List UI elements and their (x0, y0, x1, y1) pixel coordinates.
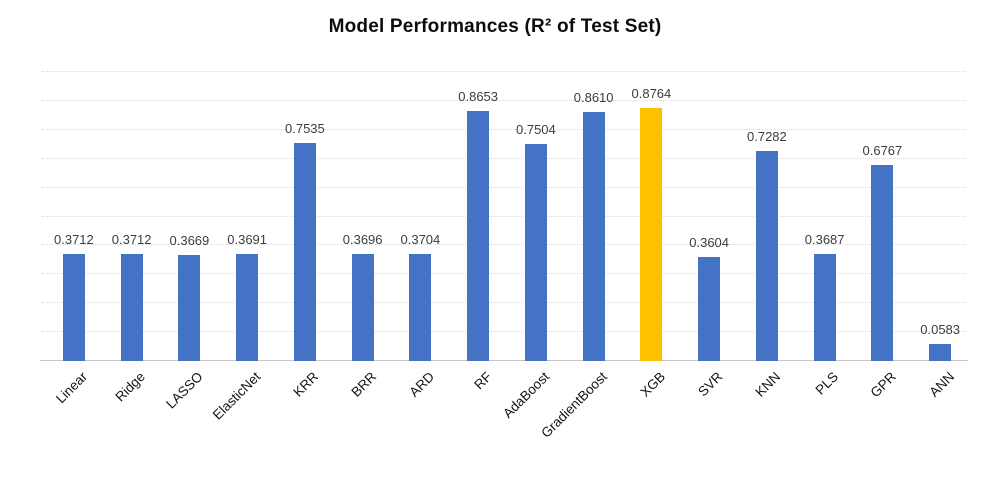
x-axis-label-xgb: XGB (637, 369, 668, 400)
bar-svr (698, 256, 721, 361)
grid-line (42, 273, 966, 275)
x-axis-label-adaboost: AdaBoost (500, 369, 553, 422)
bar-adaboost (524, 144, 547, 361)
bar-pls (813, 254, 836, 361)
grid-line (42, 302, 966, 304)
bar-knn (755, 150, 778, 361)
x-axis-label-brr: BRR (348, 369, 380, 400)
bar-brr (351, 254, 374, 361)
grid-line (42, 157, 966, 159)
bar-elasticnet (236, 254, 259, 361)
value-label-elasticnet: 0.3691 (227, 232, 268, 248)
value-label-knn: 0.7282 (746, 128, 787, 144)
value-label-svr: 0.3604 (689, 234, 730, 250)
value-label-rf: 0.8653 (458, 88, 499, 104)
x-axis-label-ann: ANN (925, 369, 957, 400)
value-label-krr: 0.7535 (284, 121, 325, 137)
value-label-ridge: 0.3712 (111, 231, 152, 247)
bar-rf (467, 110, 490, 361)
value-label-pls: 0.3687 (804, 232, 845, 248)
bar-xgb (640, 107, 663, 361)
value-label-ard: 0.3704 (400, 231, 441, 247)
x-axis-label-gpr: GPR (867, 369, 899, 401)
chart-title: Model Performances (R² of Test Set) (328, 16, 662, 37)
bar-gradientboost (582, 112, 605, 361)
value-label-gradientboost: 0.8610 (573, 90, 614, 106)
x-axis-label-knn: KNN (752, 369, 784, 400)
grid-line (42, 71, 966, 72)
value-label-adaboost: 0.7504 (515, 122, 556, 138)
x-axis-label-linear: Linear (53, 369, 91, 407)
bar-ann (929, 344, 952, 361)
x-axis-label-rf: RF (471, 369, 495, 393)
value-label-linear: 0.3712 (53, 231, 94, 247)
x-axis-label-ridge: Ridge (112, 369, 149, 405)
grid-line (42, 99, 966, 101)
bar-ard (409, 253, 432, 361)
value-label-gpr: 0.6767 (862, 143, 903, 159)
value-label-ann: 0.0583 (920, 322, 961, 338)
value-label-lasso: 0.3669 (169, 232, 210, 248)
grid-line (42, 244, 966, 246)
grid-line (42, 128, 966, 130)
x-axis-label-lasso: LASSO (163, 369, 206, 412)
x-axis-label-pls: PLS (812, 369, 842, 398)
grid-line (42, 331, 966, 333)
x-axis-label-elasticnet: ElasticNet (210, 369, 264, 423)
x-axis-label-ard: ARD (406, 369, 437, 400)
x-axis-line (40, 360, 968, 361)
plot-area: 0.3712 Linear 0.3712 Ridge 0.3669 LASSO 0.3691… (40, 71, 968, 441)
value-label-brr: 0.3696 (342, 232, 383, 248)
x-axis-label-krr: KRR (290, 369, 322, 400)
grid-line (42, 186, 966, 188)
x-axis-label-svr: SVR (695, 369, 726, 400)
bar-ridge (120, 253, 143, 361)
bar-gpr (871, 165, 894, 361)
bar-krr (293, 143, 316, 361)
bar-lasso (178, 254, 201, 361)
bar-linear (62, 253, 85, 361)
value-label-xgb: 0.8764 (631, 85, 672, 101)
grid-line (42, 215, 966, 217)
